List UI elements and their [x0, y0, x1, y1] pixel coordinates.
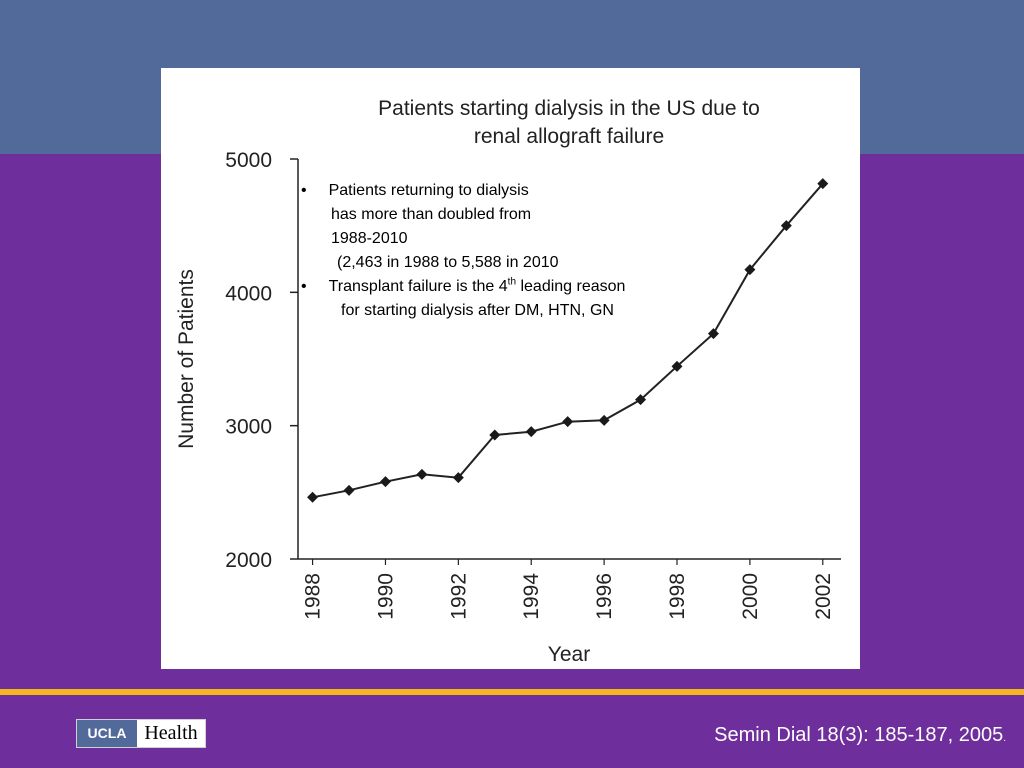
y-tick-label: 4000: [225, 282, 272, 305]
data-point: [525, 426, 537, 438]
chart-panel: Patients starting dialysis in the US due…: [161, 68, 860, 669]
accent-line: [0, 689, 1024, 695]
chart-title: Patients starting dialysis in the US due…: [378, 97, 760, 148]
logo-health: Health: [137, 720, 205, 747]
data-point: [416, 468, 428, 480]
y-axis-label: Number of Patients: [175, 269, 198, 449]
data-point: [635, 394, 647, 406]
note-text: has more than doubled from: [331, 206, 532, 223]
y-tick-label: 2000: [225, 549, 272, 572]
note-text: (2,463 in 1988 to 5,588 in 2010: [337, 254, 559, 271]
annotation-notes: • Patients returning to dialysis has more…: [301, 179, 721, 323]
x-tick-label: 1994: [520, 573, 543, 620]
citation-period: .: [1003, 733, 1006, 744]
note-text: 1988-2010: [331, 230, 408, 247]
note-text: Transplant failure is the 4: [328, 278, 508, 295]
data-point: [452, 472, 464, 484]
data-point: [307, 491, 319, 503]
ucla-health-logo: UCLA Health: [76, 719, 206, 748]
x-tick-label: 1990: [374, 573, 397, 620]
data-point: [780, 220, 792, 232]
x-tick-label: 2002: [812, 573, 835, 620]
y-tick-label: 3000: [225, 416, 272, 439]
line-chart: Patients starting dialysis in the US due…: [175, 97, 841, 666]
data-point: [562, 416, 574, 428]
data-point: [707, 328, 719, 340]
data-point: [671, 360, 683, 372]
y-tick-label: 5000: [225, 149, 272, 172]
note-text: leading reason: [516, 278, 626, 295]
axis-labels: Year Number of Patients: [175, 269, 590, 666]
chart-title-line: renal allograft failure: [474, 125, 664, 148]
citation-text: Semin Dial 18(3): 185-187, 2005: [714, 724, 1004, 746]
x-tick-label: 1992: [447, 573, 470, 620]
data-point: [817, 178, 829, 190]
note-line: • Transplant failure is the 4th leading r…: [301, 275, 721, 299]
data-point: [343, 484, 355, 496]
bullet: •: [301, 182, 307, 199]
bullet: •: [301, 278, 307, 295]
note-text: for starting dialysis after DM, HTN, GN: [341, 302, 614, 319]
chart-title-line: Patients starting dialysis in the US due…: [378, 97, 760, 120]
x-tick-label: 1988: [302, 573, 325, 620]
x-tick-label: 2000: [739, 573, 762, 620]
x-axis-ticks: 1988 1990 1992 1994 1996 1998 2000 2002: [302, 559, 835, 620]
note-superscript: th: [507, 276, 517, 288]
y-axis-ticks: 2000 3000 4000 5000: [225, 149, 298, 572]
axes: [297, 159, 841, 560]
data-point: [598, 414, 610, 426]
note-text: Patients returning to dialysis: [328, 182, 529, 199]
x-tick-label: 1996: [593, 573, 616, 620]
note-line: • Patients returning to dialysis: [301, 179, 721, 203]
logo-ucla: UCLA: [77, 720, 137, 747]
data-point: [489, 429, 501, 441]
data-point: [379, 476, 391, 488]
data-series: [307, 178, 829, 503]
citation: Semin Dial 18(3): 185-187, 2005.: [714, 724, 1006, 747]
x-axis-label: Year: [548, 643, 590, 666]
data-point: [744, 264, 756, 276]
x-tick-label: 1998: [666, 573, 689, 620]
